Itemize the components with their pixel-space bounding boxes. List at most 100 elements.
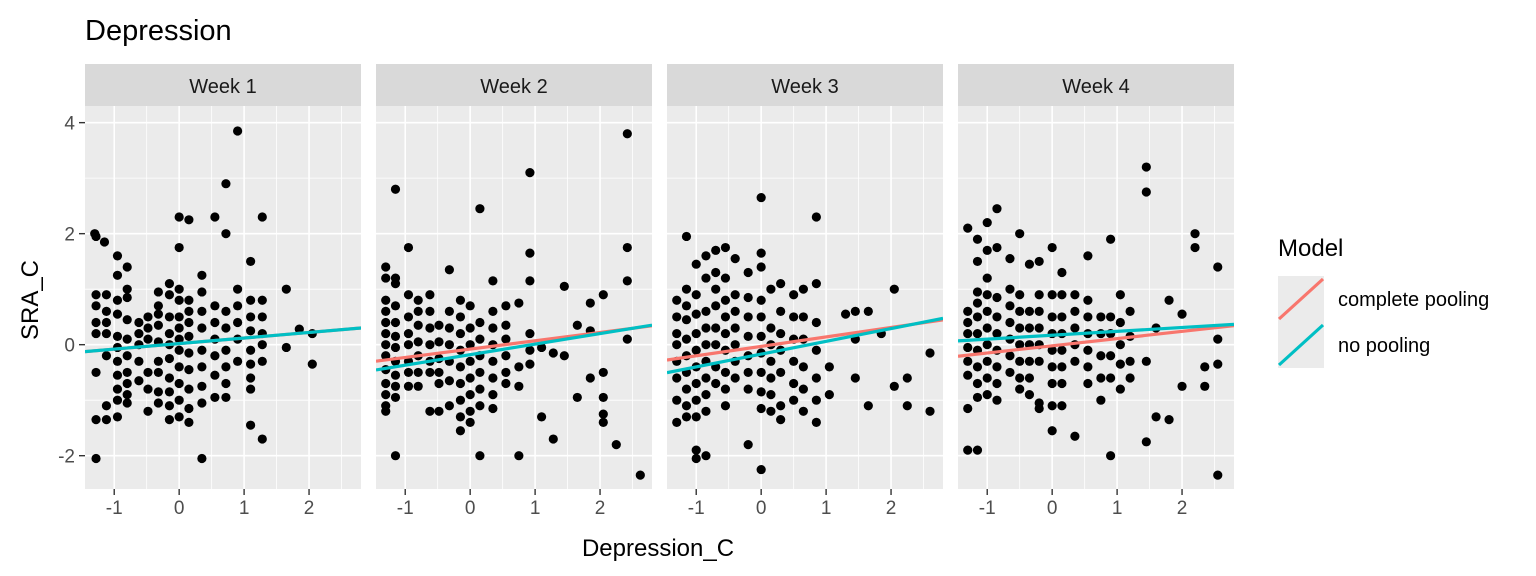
scatter-point [246,373,256,383]
scatter-point [475,334,485,344]
scatter-point [525,328,535,339]
legend-label: complete pooling [1338,289,1489,311]
legend-entry-no-pooling: no pooling [1277,322,1430,368]
scatter-point [197,323,207,333]
scatter-point [622,242,632,253]
scatter-point [743,367,753,378]
scatter-point [174,295,184,305]
scatter-point [112,395,123,405]
scatter-point [1141,437,1151,447]
scatter-point [134,356,144,366]
scatter-point [720,328,731,339]
scatter-point [711,301,721,311]
scatter-point [1034,356,1044,366]
scatter-point [221,392,231,403]
scatter-point [164,290,175,300]
line-no-pooling [85,326,361,354]
scatter-point [1151,412,1161,422]
scatter-point [1070,431,1080,441]
scatter-point [434,378,444,389]
scatter-point [475,204,485,214]
scatter-point [475,401,485,411]
scatter-point [390,184,401,194]
x-axis-title: Depression_C [582,535,734,562]
scatter-point [174,395,184,405]
scatter-point [681,384,692,394]
scatter-point [514,451,524,461]
scatter-point [143,384,153,394]
scatter-point [221,306,231,316]
scatter-point [824,362,834,372]
scatter-point [184,384,194,394]
scatter-point [488,356,498,366]
scatter-point [672,417,682,427]
scatter-point [413,337,423,347]
scatter-point [501,367,511,378]
scatter-point [1096,351,1106,361]
scatter-point [1083,378,1093,389]
scatter-point [789,395,799,405]
scatter-point [1213,359,1223,369]
scatter-point [233,126,243,136]
scatter-point [811,317,821,328]
scatter-point [134,328,144,339]
scatter-point [559,281,569,291]
scatter-point [863,306,873,316]
scatter-point [390,381,401,391]
scatter-point [434,367,444,378]
scatter-point [197,362,207,372]
x-tick-label: 2 [595,498,606,519]
scatter-point [164,279,175,289]
scatter-point [776,328,786,339]
scatter-point [720,367,731,378]
scatter-point [1015,323,1025,333]
x-tick-label: 2 [304,498,315,519]
chart-title: Depression [85,15,232,47]
scatter-point [164,373,175,383]
scatter-point [425,323,435,333]
scatter-point [972,378,983,389]
scatter-point [1024,306,1035,316]
scatter-point [164,387,175,397]
scatter-point [197,270,207,280]
scatter-point [711,267,721,278]
scatter-point [925,406,935,416]
scatter-point [730,254,740,264]
scatter-point [425,406,435,416]
scatter-point [972,256,983,267]
scatter-point [1057,290,1067,300]
scatter-point [720,242,731,253]
scatter-point [381,317,391,328]
scatter-point [112,356,123,366]
scatter-point [1057,362,1067,372]
scatter-point [1034,403,1044,414]
scatter-point [681,231,692,242]
scatter-point [992,328,1002,339]
scatter-point [455,426,466,436]
scatter-point [1057,267,1067,278]
facet-strip [85,64,361,106]
scatter-point [889,284,899,294]
scatter-point [1070,356,1080,366]
scatter-point [972,362,983,372]
scatter-point [730,373,740,383]
scatter-point [672,395,682,405]
scatter-point [963,370,973,380]
scatter-point [1115,359,1125,369]
scatter-point [381,262,391,272]
scatter-point [982,390,992,400]
scatter-point [221,345,231,355]
scatter-point [681,315,692,325]
scatter-point [381,306,391,316]
scatter-point [598,290,608,300]
scatter-point [1125,373,1135,383]
scatter-point [434,406,444,416]
scatter-point [425,367,435,378]
scatter-point [112,295,123,305]
x-tick-label: 2 [886,498,897,519]
scatter-point [1047,378,1057,389]
scatter-point [381,406,391,416]
scatter-point [1034,256,1044,267]
scatter-point [390,279,401,289]
scatter-point [122,262,132,272]
